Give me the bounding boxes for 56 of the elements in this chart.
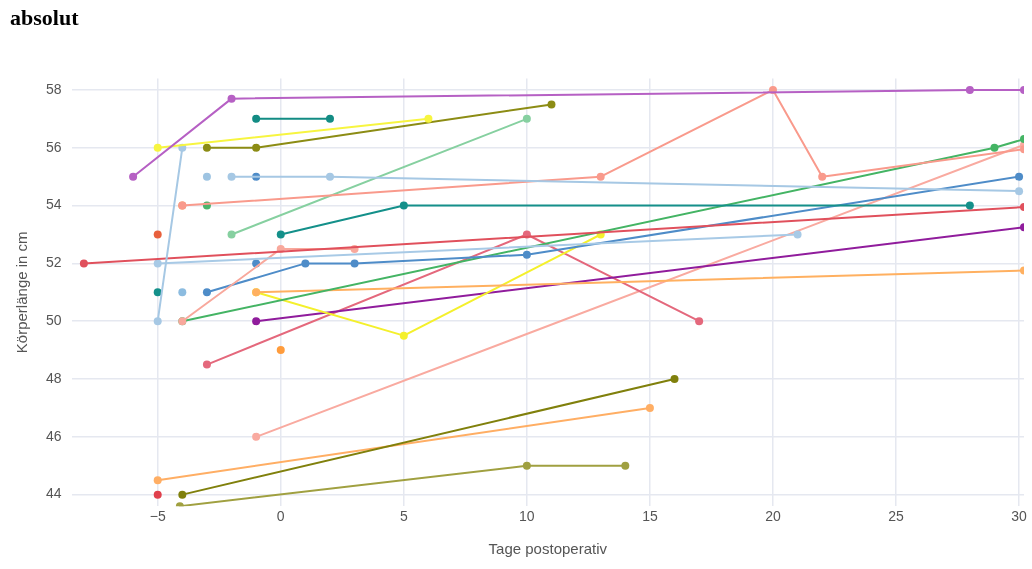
- point: [695, 317, 704, 326]
- x-tick-label: 5: [399, 508, 408, 525]
- point: [276, 230, 285, 239]
- x-tick-label: 25: [888, 508, 905, 525]
- point: [965, 201, 974, 210]
- x-tick-label: −5: [149, 508, 166, 525]
- point: [350, 259, 359, 268]
- point: [645, 403, 654, 412]
- point: [818, 172, 827, 181]
- x-tick-label: 0: [276, 508, 285, 525]
- point: [522, 114, 531, 123]
- point: [178, 490, 187, 499]
- point: [522, 250, 531, 259]
- x-tick-label: 20: [765, 508, 781, 525]
- point: [153, 259, 162, 268]
- y-tick-label: 58: [45, 80, 62, 97]
- point: [325, 172, 334, 181]
- chart-title: absolut: [10, 4, 80, 30]
- point: [670, 375, 679, 384]
- point: [1015, 187, 1024, 196]
- point: [227, 230, 236, 239]
- y-tick-label: 46: [45, 427, 62, 444]
- point: [522, 461, 531, 470]
- point: [1015, 172, 1024, 181]
- point: [153, 317, 162, 326]
- x-axis-title: Tage postoperativ: [488, 540, 608, 558]
- point: [129, 172, 138, 181]
- y-tick-label: 50: [45, 312, 62, 329]
- y-tick-label: 48: [45, 369, 62, 386]
- point: [252, 114, 261, 123]
- point: [399, 201, 408, 210]
- point: [227, 94, 236, 103]
- point: [202, 288, 211, 297]
- point: [399, 331, 408, 340]
- point: [301, 259, 310, 268]
- point: [325, 114, 334, 123]
- y-tick-label: 44: [45, 485, 62, 502]
- x-tick-label: 15: [642, 508, 658, 525]
- y-axis-title: Körperlänge in cm: [13, 231, 31, 354]
- point: [202, 143, 211, 152]
- point: [621, 461, 630, 470]
- point: [547, 100, 556, 109]
- point: [153, 476, 162, 485]
- point: [793, 230, 802, 239]
- point: [424, 114, 433, 123]
- point: [202, 360, 211, 369]
- point: [153, 143, 162, 152]
- y-tick-label: 56: [45, 138, 62, 155]
- y-tick-label: 52: [45, 254, 62, 271]
- point: [965, 85, 974, 94]
- x-tick-label: 30: [1011, 508, 1028, 525]
- y-tick-label: 54: [45, 196, 62, 213]
- point: [596, 172, 605, 181]
- point: [227, 172, 236, 181]
- point: [252, 143, 261, 152]
- x-tick-label: 10: [519, 508, 535, 525]
